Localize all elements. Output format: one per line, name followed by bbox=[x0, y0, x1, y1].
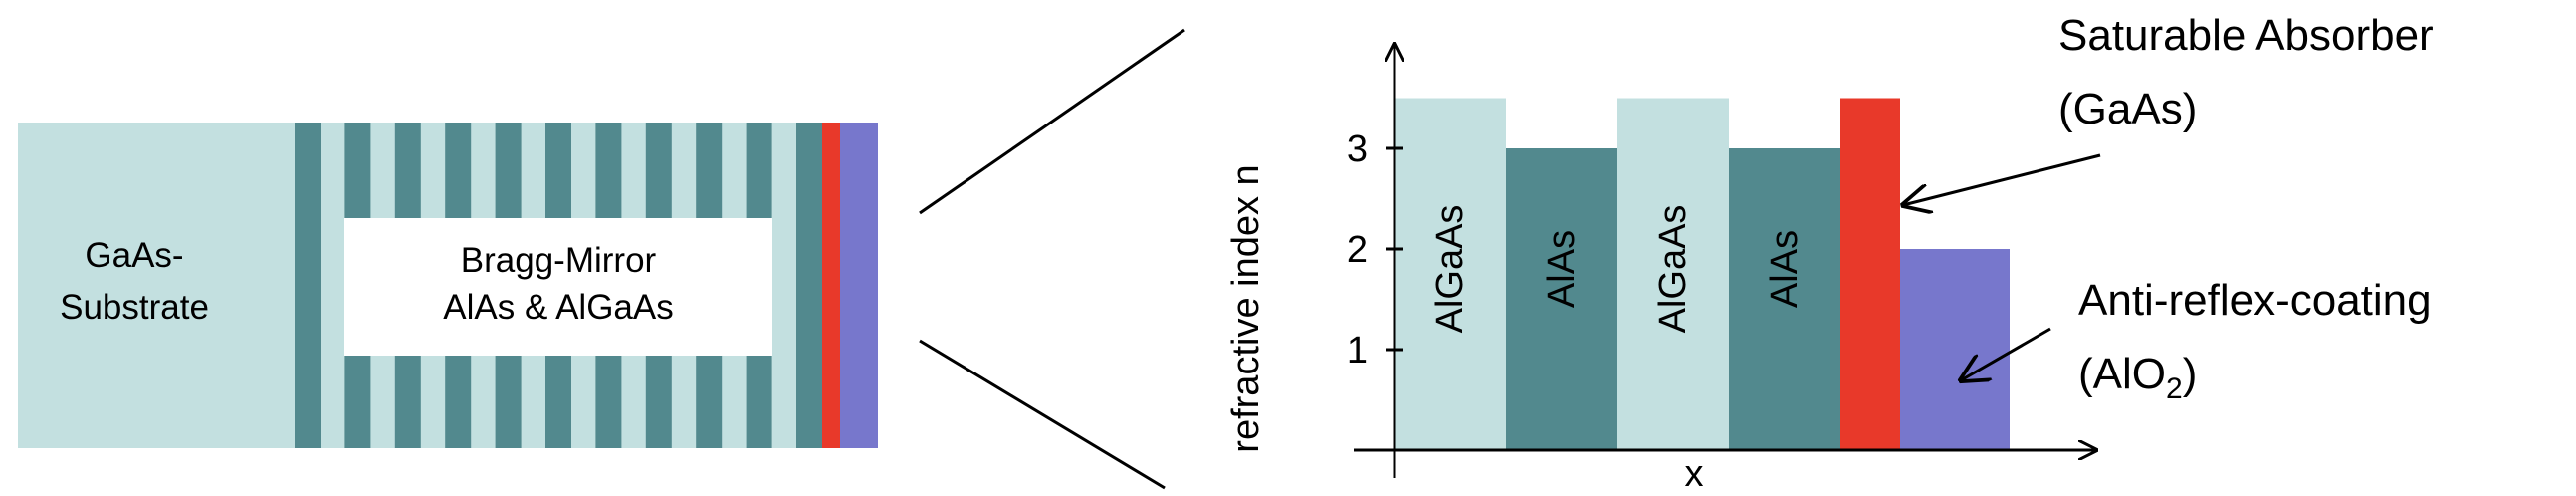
chart-bar-labels: AlGaAs AlAs AlGaAs AlAs bbox=[1429, 205, 1806, 334]
chart-bar-label: AlAs bbox=[1764, 230, 1806, 308]
chart-bar bbox=[1840, 98, 1900, 450]
annotations: Saturable Absorber (GaAs) Anti-reflex-co… bbox=[1903, 11, 2434, 405]
zoom-line-top bbox=[919, 28, 1185, 215]
chart-bar bbox=[1395, 98, 1506, 450]
chart-bar-label: AlAs bbox=[1541, 230, 1583, 308]
y-tick-label: 3 bbox=[1347, 128, 1368, 170]
chart-bar bbox=[1900, 249, 2010, 450]
bragg-dark-layer bbox=[295, 123, 321, 448]
saturable-absorber-label-line1: Saturable Absorber bbox=[2058, 11, 2434, 60]
chart-bar-label: AlGaAs bbox=[1652, 205, 1694, 334]
substrate-label-line2: Substrate bbox=[60, 288, 209, 327]
substrate-label-line1: GaAs- bbox=[85, 236, 183, 275]
saturable-absorber-label-line2: (GaAs) bbox=[2058, 85, 2197, 133]
chart-bar bbox=[1506, 148, 1617, 450]
saturable-absorber-arrow bbox=[1903, 153, 2101, 205]
chart-bar bbox=[1617, 98, 1729, 450]
anti-reflex-arrow bbox=[1961, 327, 2051, 380]
anti-reflex-label-line1: Anti-reflex-coating bbox=[2078, 276, 2432, 325]
layer-stack-diagram: GaAs- Substrate Bragg-Mirror AlAs & AlGa… bbox=[18, 123, 878, 448]
chart-bar bbox=[1729, 148, 1840, 450]
saturable-absorber-strip bbox=[822, 123, 840, 448]
bragg-dark-layer bbox=[796, 123, 822, 448]
gaas-substrate-block bbox=[18, 123, 295, 448]
zoom-line-bottom bbox=[919, 339, 1166, 490]
y-axis-ticks: 1 2 3 bbox=[1347, 128, 1403, 372]
chart-bars bbox=[1395, 98, 2010, 450]
mirror-label-line2: AlAs & AlGaAs bbox=[443, 288, 673, 327]
chart-bar-label: AlGaAs bbox=[1429, 205, 1471, 334]
bragg-mirror-label-box bbox=[344, 218, 772, 356]
y-tick-label: 2 bbox=[1347, 229, 1368, 271]
anti-reflex-label-line2: (AlO2) bbox=[2078, 350, 2197, 405]
refractive-index-chart: AlGaAs AlAs AlGaAs AlAs 1 2 3 refractive inde… bbox=[1225, 44, 2096, 495]
y-axis-label: refractive index n bbox=[1225, 164, 1267, 452]
x-axis-label: x bbox=[1685, 453, 1704, 495]
y-tick-label: 1 bbox=[1347, 330, 1368, 372]
anti-reflex-coating-strip bbox=[840, 123, 878, 448]
mirror-label-line1: Bragg-Mirror bbox=[461, 241, 657, 280]
